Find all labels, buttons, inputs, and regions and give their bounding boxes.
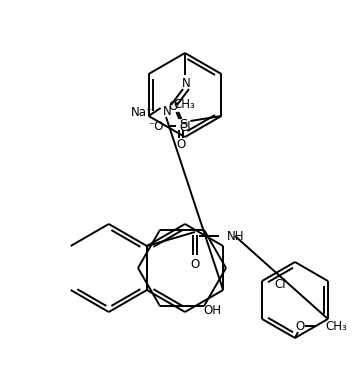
Text: CH₃: CH₃ — [174, 98, 195, 111]
Text: Na⁺: Na⁺ — [131, 105, 154, 118]
Text: S: S — [179, 118, 187, 131]
Text: ⁻O: ⁻O — [148, 119, 163, 132]
Text: O: O — [169, 99, 178, 112]
Text: N: N — [163, 105, 171, 118]
Text: OH: OH — [203, 303, 221, 316]
Text: Cl: Cl — [274, 278, 286, 290]
Text: NH: NH — [227, 230, 245, 243]
Text: O: O — [190, 259, 199, 272]
Text: O: O — [177, 138, 186, 151]
Text: CH₃: CH₃ — [325, 319, 347, 332]
Text: N: N — [182, 76, 190, 89]
Text: Cl: Cl — [179, 121, 191, 134]
Text: O: O — [295, 319, 305, 332]
